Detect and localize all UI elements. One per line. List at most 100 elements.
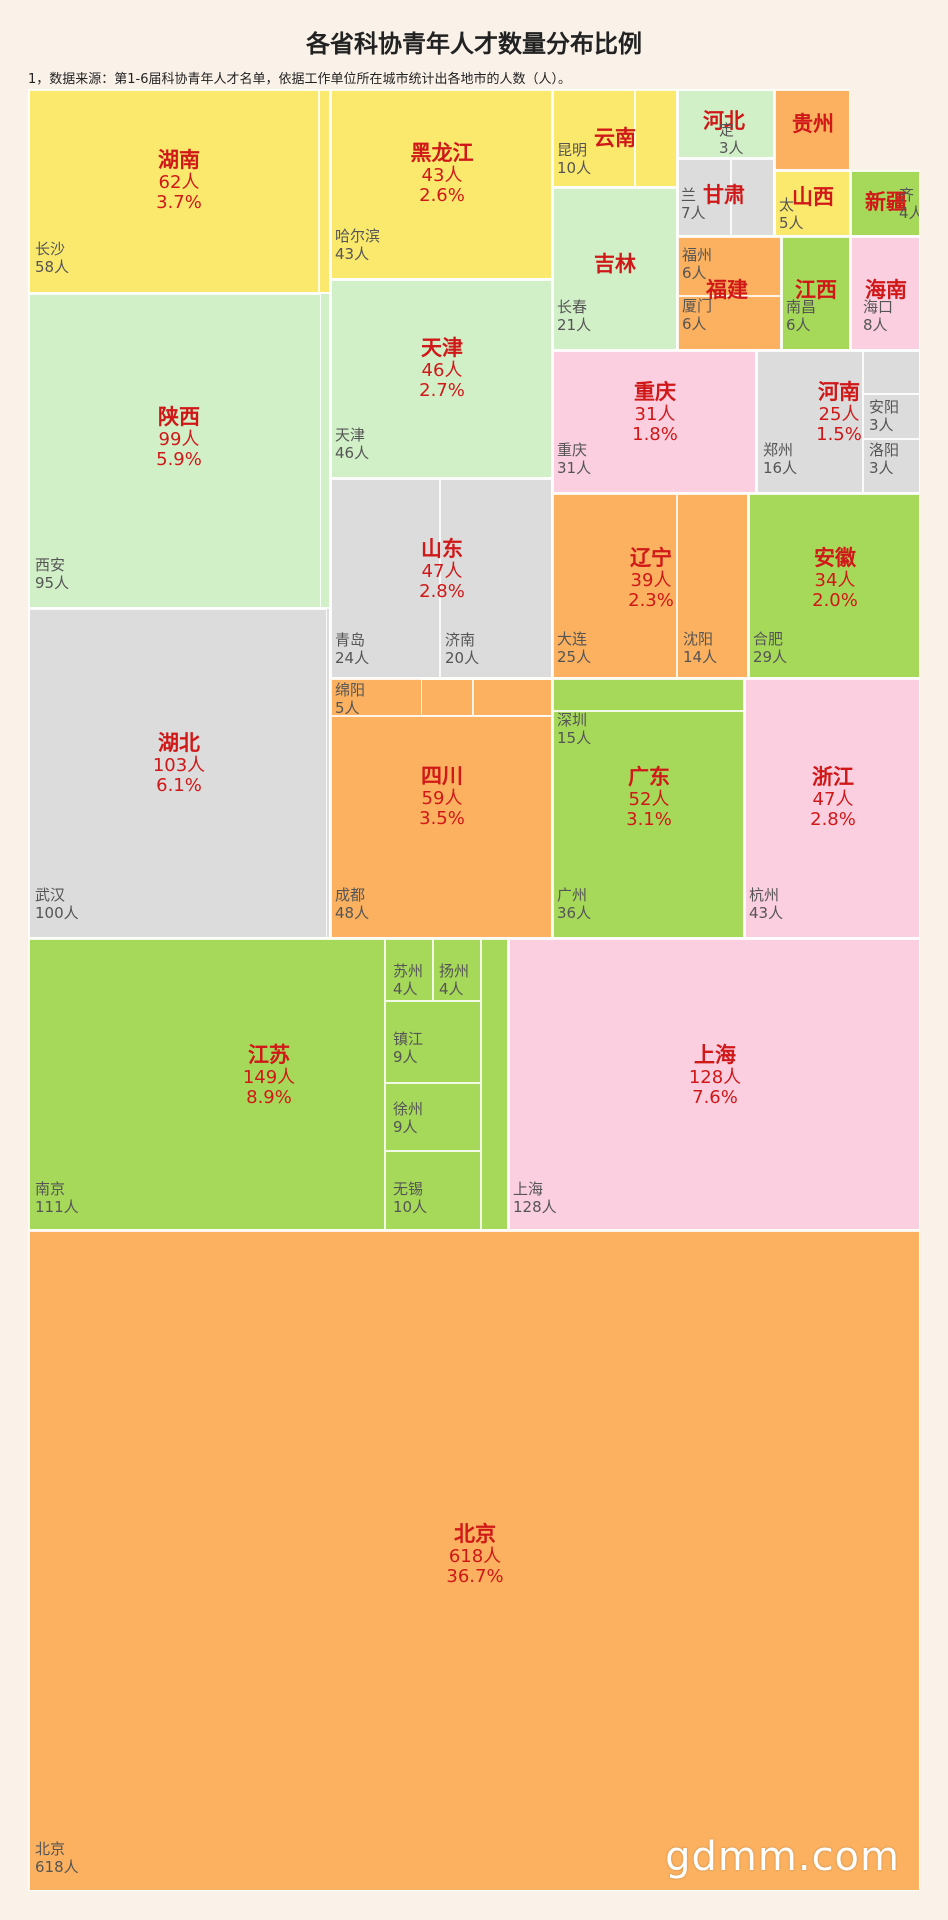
city-count: 6人 xyxy=(786,315,811,334)
city-name: 大连 xyxy=(557,630,588,648)
province-count: 103人 xyxy=(152,754,206,776)
province-name: 海南 xyxy=(865,278,907,302)
city-subtile xyxy=(331,716,551,937)
city-subtile xyxy=(29,609,327,937)
city-label: 兰 7人 xyxy=(681,186,706,222)
city-name: 镇江 xyxy=(393,1030,424,1048)
city-subtile xyxy=(440,479,551,677)
province-count: 39人 xyxy=(630,569,672,591)
city-name: 济南 xyxy=(445,631,476,649)
province-percent: 2.7% xyxy=(419,379,465,401)
city-subtile xyxy=(385,1083,481,1151)
province-label: 北京 618人 36.7% xyxy=(446,1522,503,1587)
city-count: 3人 xyxy=(869,415,894,434)
province-tile: 上海 128人 7.6% 上海 128人 xyxy=(508,938,920,1230)
city-name: 定 xyxy=(719,121,735,139)
city-label: 郑州 16人 xyxy=(763,441,798,477)
city-subtile xyxy=(29,90,319,292)
city-count: 9人 xyxy=(393,1117,418,1136)
city-count: 128人 xyxy=(513,1197,557,1216)
province-label: 福建 xyxy=(706,278,748,303)
province-tile: 山东 47人 2.8% 青岛 24人 济南 20人 xyxy=(330,478,552,678)
city-label: 济南 20人 xyxy=(445,631,479,667)
city-subtile xyxy=(677,494,747,677)
province-count: 62人 xyxy=(158,171,200,193)
city-label: 成都 48人 xyxy=(335,886,369,922)
city-count: 4人 xyxy=(899,203,919,222)
city-subtile xyxy=(481,939,507,1229)
province-name: 上海 xyxy=(693,1043,736,1067)
city-subtile xyxy=(331,280,551,477)
city-count: 10人 xyxy=(393,1197,428,1216)
city-name: 福州 xyxy=(682,246,713,264)
city-name: 苏州 xyxy=(393,962,424,980)
city-name: 北京 xyxy=(35,1840,66,1858)
city-label: 哈尔滨 43人 xyxy=(335,227,380,263)
city-subtile xyxy=(421,679,473,716)
city-subtile xyxy=(553,711,743,937)
city-subtile xyxy=(433,939,481,1001)
province-name: 四川 xyxy=(420,764,463,788)
city-label: 深圳 15人 xyxy=(557,711,592,747)
city-subtile xyxy=(385,939,433,1001)
province-tile: 新疆齐4人 xyxy=(850,170,920,236)
province-label: 浙江 47人 2.8% xyxy=(810,765,856,830)
province-percent: 2.8% xyxy=(419,580,465,602)
province-label: 新疆 xyxy=(865,190,907,215)
province-name: 北京 xyxy=(454,1522,496,1546)
province-count: 31人 xyxy=(634,403,676,425)
city-name: 厦门 xyxy=(682,297,713,315)
city-subtile xyxy=(863,439,919,492)
city-subtile xyxy=(553,679,743,711)
city-label: 洛阳 3人 xyxy=(869,441,899,477)
city-subtile xyxy=(29,1231,919,1890)
province-label: 四川 59人 3.5% xyxy=(419,764,465,829)
province-label: 吉林 xyxy=(594,252,636,277)
city-label: 南京 111人 xyxy=(35,1180,79,1216)
city-label: 徐州 9人 xyxy=(393,1100,423,1136)
city-name: 长沙 xyxy=(35,240,66,258)
city-count: 16人 xyxy=(763,458,798,477)
city-count: 46人 xyxy=(335,443,370,462)
province-name: 山西 xyxy=(792,185,834,209)
province-tile: 广东 52人 3.1% 深圳 15人 广州 36人 xyxy=(552,678,744,938)
province-label: 贵州 xyxy=(792,112,834,137)
province-tile: 四川 59人 3.5% 绵阳 5人 成都 48人 xyxy=(330,678,552,938)
city-count: 6人 xyxy=(682,263,707,282)
city-label: 海口 8人 xyxy=(863,298,893,334)
city-count: 111人 xyxy=(35,1197,79,1216)
chart-title: 各省科协青年人才数量分布比例 xyxy=(306,30,642,58)
city-name: 成都 xyxy=(335,886,366,904)
city-subtile xyxy=(385,1151,481,1229)
city-subtile xyxy=(863,351,919,394)
city-label: 无锡 10人 xyxy=(393,1180,428,1216)
city-name: 绵阳 xyxy=(335,681,366,699)
city-subtile xyxy=(782,237,849,349)
province-label: 山东 47人 2.8% xyxy=(419,537,465,602)
city-subtile xyxy=(331,479,440,677)
province-percent: 2.0% xyxy=(812,589,858,611)
city-count: 24人 xyxy=(335,648,370,667)
province-count: 47人 xyxy=(421,560,463,582)
province-tile: 黑龙江 43人 2.6% 哈尔滨 43人 xyxy=(330,89,552,279)
city-subtile xyxy=(749,494,919,677)
city-count: 15人 xyxy=(557,728,592,747)
city-count: 3人 xyxy=(719,138,744,157)
province-tile: 海南 海口 8人 xyxy=(850,236,920,350)
province-tile: 江苏 149人 8.9% 南京 111人 苏州 4人 扬州 4人 镇江 9人 徐州 9人 无锡 10人 xyxy=(28,938,508,1230)
city-count: 36人 xyxy=(557,903,592,922)
province-tile: 天津 46人 2.7% 天津 46人 xyxy=(330,279,552,478)
province-name: 浙江 xyxy=(811,765,854,789)
city-label: 上海 128人 xyxy=(513,1180,557,1216)
province-label: 天津 46人 2.7% xyxy=(419,336,465,401)
city-name: 兰 xyxy=(681,186,697,204)
province-tile: 北京 618人 36.7% 北京 618人 xyxy=(28,1230,920,1891)
city-label: 太 5人 xyxy=(779,196,804,232)
city-label: 天津 46人 xyxy=(335,426,370,462)
city-count: 8人 xyxy=(863,315,888,334)
province-label: 湖北 103人 6.1% xyxy=(152,731,206,796)
city-count: 95人 xyxy=(35,573,70,592)
city-subtile xyxy=(385,1001,481,1083)
city-name: 青岛 xyxy=(335,631,366,649)
city-count: 4人 xyxy=(439,979,464,998)
